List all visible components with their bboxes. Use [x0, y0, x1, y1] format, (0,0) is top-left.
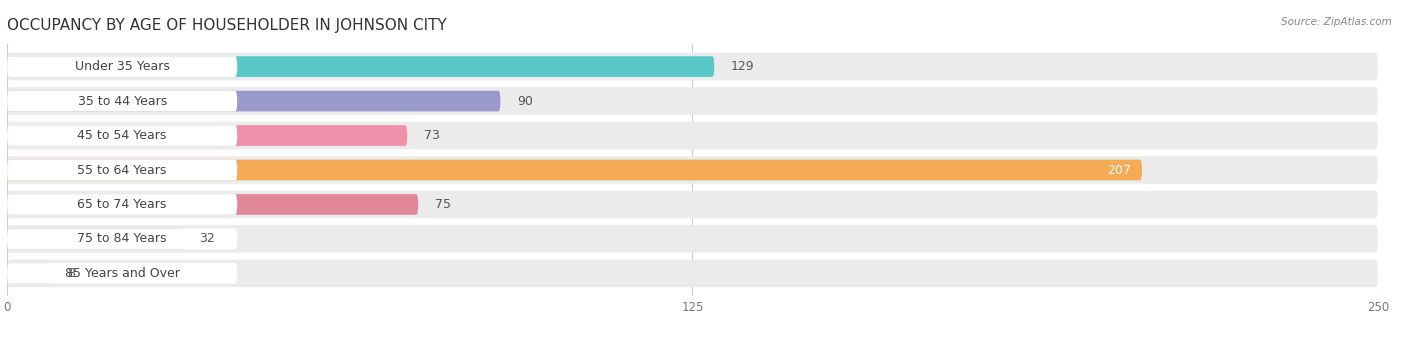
Text: 129: 129: [731, 60, 755, 73]
FancyBboxPatch shape: [7, 194, 238, 215]
FancyBboxPatch shape: [7, 160, 1142, 180]
FancyBboxPatch shape: [7, 87, 1378, 115]
Text: 65 to 74 Years: 65 to 74 Years: [77, 198, 167, 211]
Text: 45 to 54 Years: 45 to 54 Years: [77, 129, 167, 142]
Text: 73: 73: [423, 129, 440, 142]
Text: Under 35 Years: Under 35 Years: [75, 60, 170, 73]
Text: OCCUPANCY BY AGE OF HOUSEHOLDER IN JOHNSON CITY: OCCUPANCY BY AGE OF HOUSEHOLDER IN JOHNS…: [7, 18, 447, 33]
FancyBboxPatch shape: [7, 122, 1378, 149]
FancyBboxPatch shape: [7, 160, 238, 180]
Text: 55 to 64 Years: 55 to 64 Years: [77, 164, 167, 176]
Text: 32: 32: [200, 233, 215, 245]
FancyBboxPatch shape: [7, 194, 419, 215]
FancyBboxPatch shape: [7, 56, 714, 77]
FancyBboxPatch shape: [7, 225, 1378, 253]
FancyBboxPatch shape: [7, 228, 238, 249]
FancyBboxPatch shape: [7, 125, 238, 146]
Text: 85 Years and Over: 85 Years and Over: [65, 267, 180, 280]
Text: 35 to 44 Years: 35 to 44 Years: [77, 95, 167, 107]
FancyBboxPatch shape: [7, 260, 1378, 287]
FancyBboxPatch shape: [7, 156, 1378, 184]
Text: Source: ZipAtlas.com: Source: ZipAtlas.com: [1281, 17, 1392, 27]
FancyBboxPatch shape: [7, 263, 51, 284]
FancyBboxPatch shape: [7, 125, 408, 146]
Text: 75: 75: [434, 198, 451, 211]
FancyBboxPatch shape: [7, 56, 238, 77]
Text: 90: 90: [517, 95, 533, 107]
FancyBboxPatch shape: [7, 91, 501, 112]
FancyBboxPatch shape: [7, 263, 238, 284]
Text: 8: 8: [67, 267, 76, 280]
FancyBboxPatch shape: [7, 91, 238, 112]
Text: 207: 207: [1108, 164, 1130, 176]
FancyBboxPatch shape: [7, 228, 183, 249]
FancyBboxPatch shape: [7, 53, 1378, 80]
Text: 75 to 84 Years: 75 to 84 Years: [77, 233, 167, 245]
FancyBboxPatch shape: [7, 191, 1378, 218]
